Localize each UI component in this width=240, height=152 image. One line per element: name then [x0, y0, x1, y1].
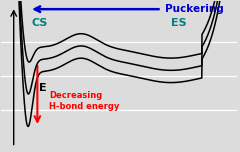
Text: Puckering: Puckering	[165, 4, 224, 14]
Text: ES: ES	[171, 18, 187, 28]
Text: E: E	[39, 83, 47, 93]
Text: CS: CS	[31, 18, 48, 28]
Text: Decreasing
H-bond energy: Decreasing H-bond energy	[49, 91, 120, 111]
